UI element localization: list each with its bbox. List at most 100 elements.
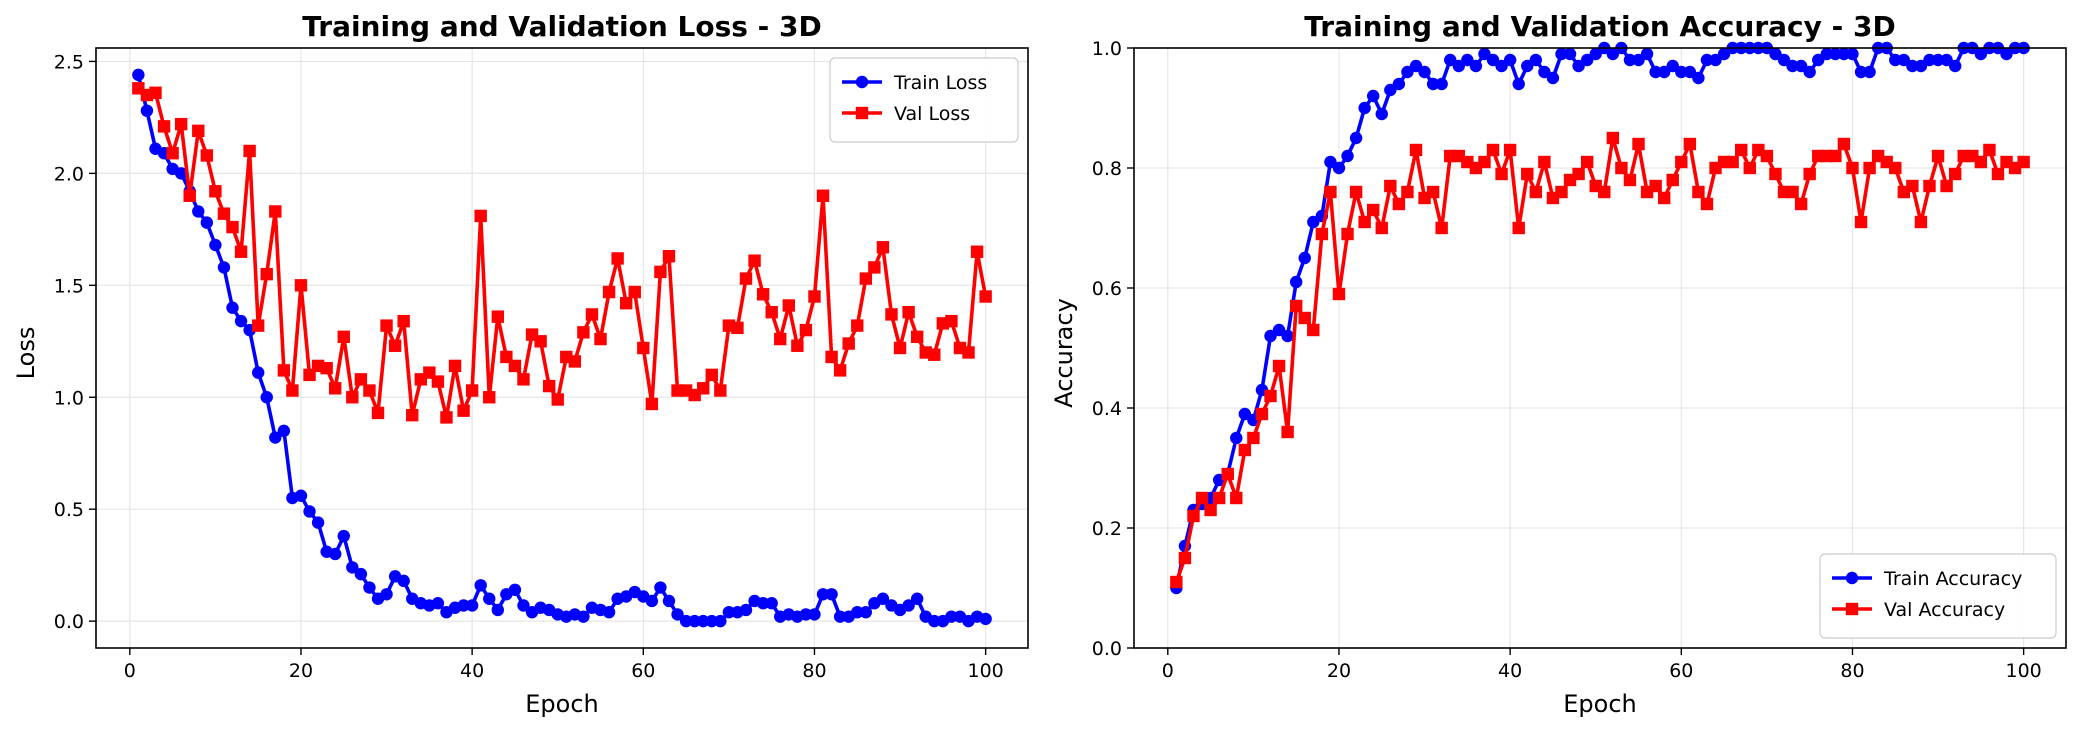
loss-chart-xlabel: Epoch <box>525 690 599 718</box>
accuracy-chart-point <box>1324 185 1337 199</box>
loss-chart-point <box>320 361 333 375</box>
loss-chart-point <box>483 391 496 404</box>
accuracy-chart-point <box>1940 179 1953 193</box>
accuracy-chart-point <box>1760 149 1774 163</box>
loss-chart-point <box>765 597 778 610</box>
loss-chart-point <box>346 391 359 404</box>
loss-chart-point <box>354 567 368 581</box>
accuracy-chart-point <box>1435 77 1448 91</box>
loss-chart-point <box>645 594 659 608</box>
accuracy-chart-point <box>1418 65 1431 79</box>
accuracy-chart-point <box>1846 161 1859 175</box>
accuracy-chart-point <box>1478 155 1491 169</box>
accuracy-chart-point <box>1255 407 1269 421</box>
loss-chart-x-tick-label: 60 <box>631 660 655 682</box>
accuracy-chart-point <box>1538 155 1551 169</box>
accuracy-chart-point <box>1212 491 1226 505</box>
accuracy-chart-point <box>1572 167 1585 181</box>
loss-chart-point <box>397 314 410 328</box>
loss-chart-point <box>774 332 787 346</box>
loss-chart-point <box>311 516 325 529</box>
accuracy-chart-point <box>1384 179 1397 193</box>
loss-chart-point <box>577 610 590 623</box>
loss-chart-legend-marker <box>855 75 869 89</box>
accuracy-chart-point <box>1615 161 1628 175</box>
accuracy-chart-point <box>1700 197 1714 211</box>
accuracy-chart-point <box>1623 173 1637 187</box>
loss-chart-point <box>260 391 273 404</box>
loss-chart-point <box>508 583 522 596</box>
accuracy-chart-point <box>1555 47 1568 61</box>
accuracy-chart-point <box>1341 227 1354 241</box>
loss-chart-y-tick-label: 2.5 <box>54 51 84 73</box>
accuracy-chart-point <box>1948 167 1962 181</box>
loss-chart-point <box>200 149 214 162</box>
loss-chart-point <box>611 252 624 265</box>
accuracy-chart-point <box>1281 329 1294 343</box>
accuracy-chart-point <box>1820 47 1833 61</box>
accuracy-chart-y-tick-label: 0.2 <box>1092 518 1122 540</box>
loss-chart-point <box>200 216 214 229</box>
accuracy-chart-point <box>1829 47 1842 61</box>
accuracy-chart-x-tick-label: 60 <box>1669 660 1693 682</box>
loss-chart-point <box>833 610 847 623</box>
accuracy-chart-point <box>1178 551 1192 565</box>
loss-chart-point <box>859 605 873 619</box>
accuracy-chart-point <box>1332 161 1346 175</box>
accuracy-chart-legend-label: Val Accuracy <box>1884 599 2005 621</box>
loss-chart-point <box>217 207 231 220</box>
loss-chart-point <box>534 335 547 348</box>
loss-chart-point <box>157 120 171 133</box>
loss-chart-y-tick-label: 1.0 <box>54 387 84 409</box>
accuracy-chart-point <box>1854 215 1868 229</box>
accuracy-chart-legend-label: Train Accuracy <box>1883 568 2022 590</box>
loss-chart-point <box>910 330 924 344</box>
accuracy-chart-point <box>1649 179 1662 193</box>
accuracy-chart-series <box>1170 41 2030 595</box>
loss-chart-point <box>363 581 376 594</box>
accuracy-chart-title: Training and Validation Accuracy - 3D <box>1304 10 1895 43</box>
accuracy-chart: Training and Validation Accuracy - 3D Ep… <box>1050 10 2067 718</box>
loss-chart-point <box>474 579 487 592</box>
accuracy-chart-point <box>1580 155 1594 169</box>
accuracy-chart-legend-marker <box>1845 571 1859 585</box>
loss-chart-point <box>277 364 291 377</box>
accuracy-chart-point <box>1409 143 1423 157</box>
accuracy-chart-point <box>1803 65 1816 79</box>
accuracy-chart-point <box>1657 191 1671 205</box>
loss-chart-point <box>226 301 239 314</box>
accuracy-chart-point <box>1298 311 1311 325</box>
loss-chart-point <box>149 86 162 99</box>
accuracy-chart-point <box>1735 143 1748 157</box>
loss-chart-point <box>209 185 222 198</box>
loss-chart-point <box>902 305 915 319</box>
accuracy-chart-point <box>1486 143 1500 157</box>
loss-chart-point <box>192 124 205 138</box>
accuracy-chart-point <box>1923 179 1936 193</box>
accuracy-chart-point <box>1983 143 1996 157</box>
loss-chart-point <box>902 599 915 612</box>
loss-chart-point <box>329 547 342 561</box>
accuracy-chart-point <box>1307 323 1320 337</box>
accuracy-chart-point <box>1854 65 1868 79</box>
loss-chart-point <box>166 147 179 160</box>
loss-chart-legend-box <box>829 57 1019 143</box>
loss-chart-point <box>851 319 864 332</box>
loss-chart-y-tick-label: 0.0 <box>54 611 84 633</box>
loss-chart-point <box>132 68 145 82</box>
accuracy-chart-point <box>1358 215 1371 229</box>
accuracy-chart-point <box>1289 275 1303 289</box>
loss-chart-point <box>739 603 753 617</box>
loss-chart-point <box>192 205 205 218</box>
loss-chart-point <box>705 614 718 628</box>
accuracy-chart-point <box>1512 221 1525 235</box>
loss-chart-point <box>816 189 830 202</box>
loss-chart-point <box>508 359 522 373</box>
loss-chart-point <box>799 323 813 337</box>
accuracy-chart-point <box>1503 143 1517 157</box>
loss-chart-point <box>928 348 941 361</box>
accuracy-chart-point <box>1931 53 1945 67</box>
loss-chart-point <box>491 603 505 617</box>
accuracy-chart-point <box>1264 389 1277 403</box>
